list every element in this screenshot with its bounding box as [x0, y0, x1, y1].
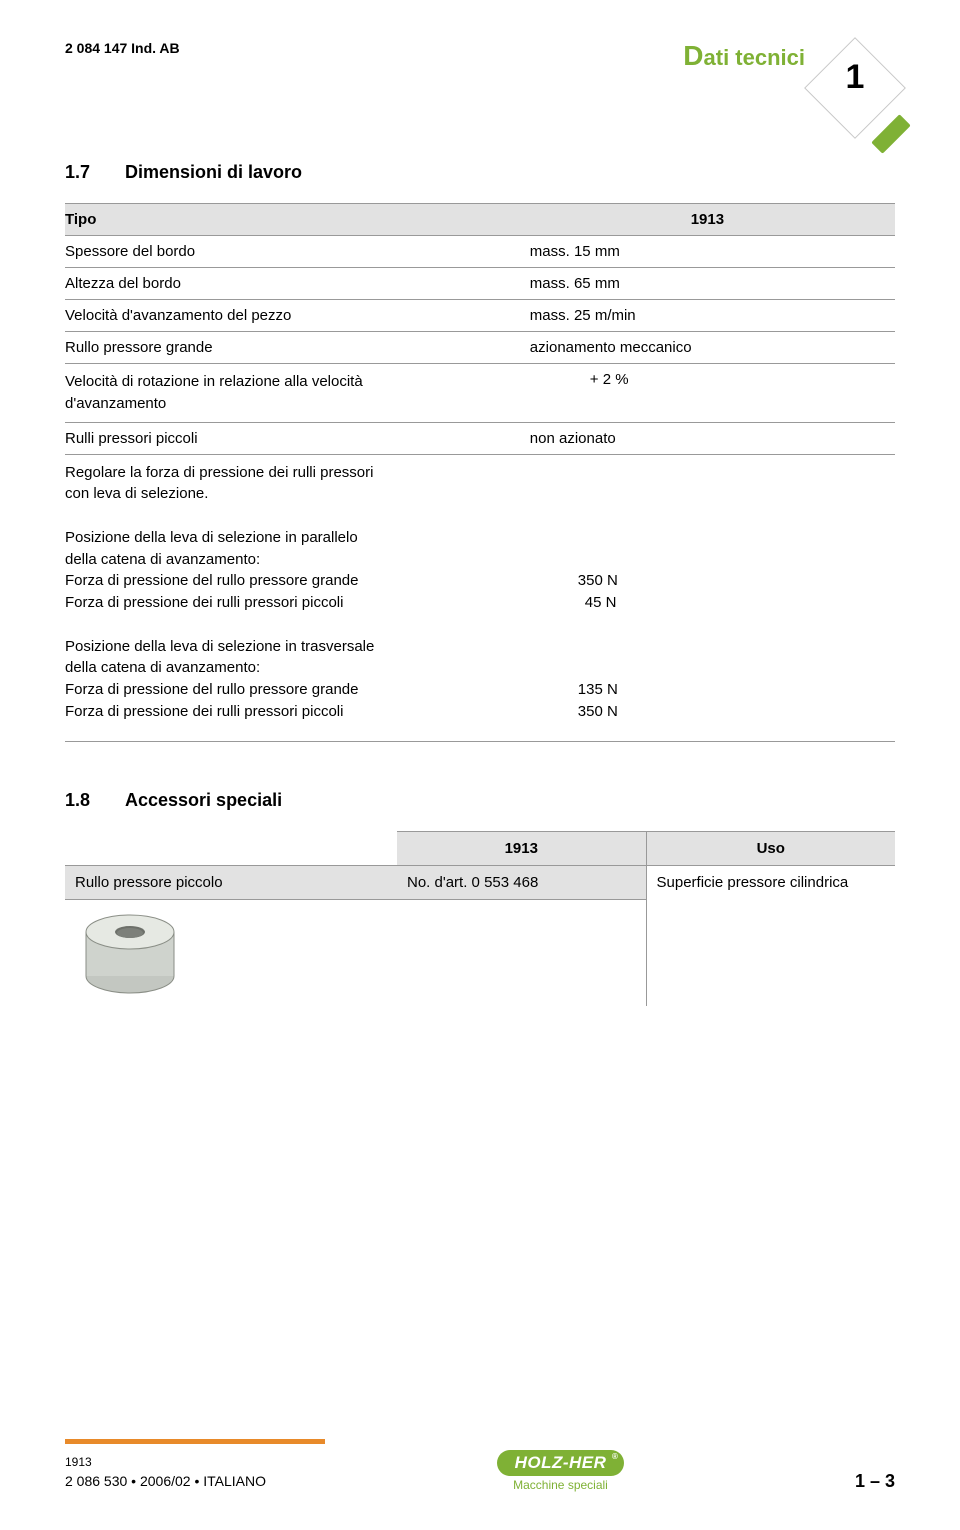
- par-val-grande: 350 N: [530, 570, 885, 592]
- regolare-line-1: Regolare la forza di pressione dei rulli…: [65, 462, 520, 484]
- rullo-grande-value: azionamento meccanico: [530, 332, 895, 364]
- tra-intro-2: della catena di avanzamento:: [65, 657, 520, 679]
- footer-model: 1913: [65, 1453, 266, 1471]
- section-18-number: 1.8: [65, 790, 125, 811]
- vel-rot-label-1: Velocità di rotazione in relazione alla …: [65, 371, 520, 393]
- acc-head-uso: Uso: [646, 831, 895, 865]
- footer-subtitle: Macchine speciali: [266, 1478, 855, 1492]
- altezza-label: Altezza del bordo: [65, 268, 530, 300]
- altezza-value: mass. 65 mm: [530, 268, 895, 300]
- tra-val-grande: 135 N: [530, 679, 885, 701]
- vel-rot-label: Velocità di rotazione in relazione alla …: [65, 364, 530, 423]
- section-18-title: Accessori speciali: [125, 790, 282, 810]
- acc-row-name: Rullo pressore piccolo: [65, 865, 397, 899]
- acc-image-cell: [65, 899, 646, 1006]
- holzher-mini-logo-icon: [871, 114, 911, 154]
- chapter-title-text: ati tecnici: [704, 45, 805, 70]
- acc-head-model: 1913: [397, 831, 646, 865]
- doc-id: 2 084 147 Ind. AB: [65, 40, 180, 56]
- footer-left: 1913 2 086 530 • 2006/02 • ITALIANO: [65, 1453, 266, 1492]
- par-line-piccoli: Forza di pressione dei rulli pressori pi…: [65, 592, 520, 614]
- section-1-7-heading: 1.7Dimensioni di lavoro: [65, 162, 895, 183]
- dimensioni-table: Tipo 1913 Spessore del bordo mass. 15 mm…: [65, 203, 895, 742]
- chapter-badge: 1: [805, 38, 905, 138]
- holzher-logo-icon: HOLZ-HER: [497, 1450, 625, 1476]
- tra-intro-1: Posizione della leva di selezione in tra…: [65, 636, 520, 658]
- section-number: 1.7: [65, 162, 125, 183]
- footer-center: HOLZ-HER Macchine speciali: [266, 1450, 855, 1492]
- regolare-line-2: con leva di selezione.: [65, 483, 520, 505]
- regolare-block: Regolare la forza di pressione dei rulli…: [65, 454, 530, 741]
- vel-pezzo-value: mass. 25 m/min: [530, 300, 895, 332]
- chapter-title: Dati tecnici: [683, 40, 805, 72]
- accessori-table: 1913 Uso Rullo pressore piccolo No. d'ar…: [65, 831, 895, 1006]
- par-val-piccoli: 45 N: [530, 592, 885, 614]
- rullo-grande-label: Rullo pressore grande: [65, 332, 530, 364]
- page-footer: 1913 2 086 530 • 2006/02 • ITALIANO HOLZ…: [65, 1439, 895, 1492]
- par-intro-2: della catena di avanzamento:: [65, 549, 520, 571]
- vel-pezzo-label: Velocità d'avanzamento del pezzo: [65, 300, 530, 332]
- spessore-label: Spessore del bordo: [65, 236, 530, 268]
- spessore-value: mass. 15 mm: [530, 236, 895, 268]
- rulli-piccoli-value: non azionato: [530, 422, 895, 454]
- footer-accent-bar: [65, 1439, 325, 1444]
- footer-page-number: 1 – 3: [855, 1471, 895, 1492]
- tipo-label: Tipo: [65, 204, 530, 236]
- section-1-8-heading: 1.8Accessori speciali: [65, 790, 895, 811]
- tra-line-piccoli: Forza di pressione dei rulli pressori pi…: [65, 701, 520, 723]
- vel-rot-value: + 2 %: [530, 364, 895, 423]
- tipo-value: 1913: [530, 204, 895, 236]
- par-intro-1: Posizione della leva di selezione in par…: [65, 527, 520, 549]
- par-line-grande: Forza di pressione del rullo pressore gr…: [65, 570, 520, 592]
- roller-icon: [75, 908, 185, 998]
- force-values-cell: 350 N 45 N 135 N 350 N: [530, 454, 895, 741]
- rulli-piccoli-label: Rulli pressori piccoli: [65, 422, 530, 454]
- tra-val-piccoli: 350 N: [530, 701, 885, 723]
- acc-row-use: Superficie pressore cilindrica: [646, 865, 895, 1006]
- vel-rot-label-2: d'avanzamento: [65, 393, 520, 415]
- acc-row-art: No. d'art. 0 553 468: [397, 865, 646, 899]
- footer-code: 2 086 530 • 2006/02 • ITALIANO: [65, 1471, 266, 1492]
- tra-line-grande: Forza di pressione del rullo pressore gr…: [65, 679, 520, 701]
- section-title: Dimensioni di lavoro: [125, 162, 302, 182]
- chapter-number: 1: [805, 58, 905, 97]
